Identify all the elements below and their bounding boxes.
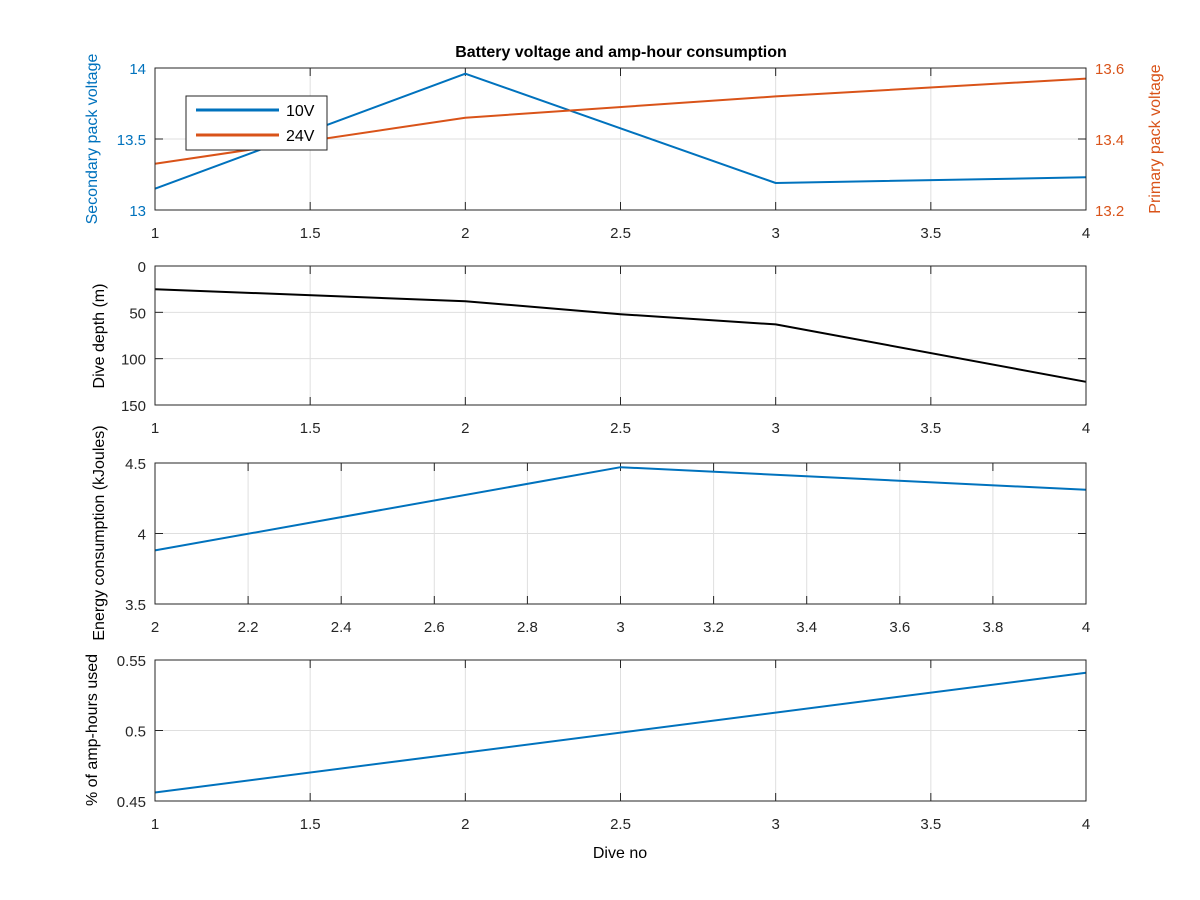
y-tick-label-left: 0.55 (117, 653, 146, 670)
y-tick-label-left: 50 (129, 305, 146, 322)
x-tick-label: 2.5 (610, 816, 631, 833)
legend-box (185, 95, 328, 151)
y-tick-label-left: 14 (129, 61, 146, 78)
x-tick-label: 2.5 (610, 420, 631, 437)
x-tick-label: 2 (461, 420, 469, 437)
x-tick-label: 3 (771, 225, 779, 242)
voltage-plot-frame (154, 67, 1087, 211)
secondary-voltage-axis-label: Secondary pack voltage (84, 54, 101, 225)
x-tick-label: 4 (1082, 225, 1090, 242)
depth-axis-label: Dive depth (m) (91, 284, 108, 389)
x-tick-label: 3 (771, 420, 779, 437)
amp-hours-series-line (154, 671, 1087, 794)
amp-hours-axis-label: % of amp-hours used (84, 654, 101, 806)
x-tick-label: 3 (771, 816, 779, 833)
depth-plot-frame (154, 265, 1087, 406)
x-tick-label: 2.6 (424, 619, 445, 636)
energy-series (154, 466, 1087, 552)
y-tick-label-left: 150 (121, 398, 146, 415)
y-tick-label-left: 4 (138, 527, 146, 544)
y-tick-label-left: 4.5 (125, 456, 146, 473)
y-tick-label-left: 13 (129, 203, 146, 220)
amp-hours-panel: 1 1.5 2 2.5 3 3.5 4 0.45 0.5 0.55 % of amp-hours … (84, 653, 1090, 862)
depth-panel: 1 1.5 2 2.5 3 3.5 4 0 50 100 150 Dive depth (m) (91, 259, 1090, 437)
y-tick-label-right: 13.4 (1095, 132, 1124, 149)
x-tick-label: 3.5 (920, 225, 941, 242)
x-tick-label: 2.2 (238, 619, 259, 636)
x-tick-label: 2 (461, 225, 469, 242)
x-tick-label: 1 (151, 225, 159, 242)
y-tick-label-left: 0.45 (117, 794, 146, 811)
x-tick-label: 2 (461, 816, 469, 833)
x-tick-label: 4 (1082, 619, 1090, 636)
depth-series (154, 288, 1087, 383)
x-tick-label: 1.5 (300, 225, 321, 242)
depth-ticks: 1 1.5 2 2.5 3 3.5 4 0 50 100 150 (121, 259, 1090, 437)
y-tick-label-left: 13.5 (117, 132, 146, 149)
x-tick-label: 2 (151, 619, 159, 636)
energy-ticks: 2 2.2 2.4 2.6 2.8 3 3.2 3.4 3.6 3.8 4 3.5 4 4.5 (125, 456, 1090, 636)
x-tick-label: 1 (151, 420, 159, 437)
y-tick-label-right: 13.6 (1095, 61, 1124, 78)
y-tick-label-left: 3.5 (125, 597, 146, 614)
y-tick-label-left: 0 (138, 259, 146, 276)
y-tick-label-left: 100 (121, 352, 146, 369)
legend-label-10v: 10V (286, 103, 315, 120)
x-tick-label: 3 (616, 619, 624, 636)
depth-series-line (154, 288, 1087, 383)
x-tick-label: 3.5 (920, 816, 941, 833)
x-tick-label: 3.8 (982, 619, 1003, 636)
chart-title: Battery voltage and amp-hour consumption (455, 44, 787, 61)
dive-number-axis-label: Dive no (593, 845, 647, 862)
voltage-legend: 10V 24V (185, 95, 328, 151)
y-tick-label-left: 0.5 (125, 724, 146, 741)
x-tick-label: 3.4 (796, 619, 817, 636)
amp-hours-plot-frame (154, 659, 1087, 802)
x-tick-label: 1 (151, 816, 159, 833)
x-tick-label: 3.6 (889, 619, 910, 636)
x-tick-label: 4 (1082, 420, 1090, 437)
amp-hours-series (154, 671, 1087, 794)
energy-plot-frame (154, 462, 1087, 605)
y-tick-label-right: 13.2 (1095, 203, 1124, 220)
energy-panel: 2 2.2 2.4 2.6 2.8 3 3.2 3.4 3.6 3.8 4 3.5 4 4.5 Energ… (91, 425, 1090, 640)
x-tick-label: 2.4 (331, 619, 352, 636)
x-tick-label: 1.5 (300, 816, 321, 833)
x-tick-label: 1.5 (300, 420, 321, 437)
energy-axis-label: Energy consumption (kJoules) (91, 425, 108, 640)
x-tick-label: 2.8 (517, 619, 538, 636)
primary-voltage-axis-label: Primary pack voltage (1147, 64, 1164, 213)
legend-label-24v: 24V (286, 128, 315, 145)
x-tick-label: 4 (1082, 816, 1090, 833)
amp-hours-ticks: 1 1.5 2 2.5 3 3.5 4 0.45 0.5 0.55 (117, 653, 1090, 833)
voltage-panel: Battery voltage and amp-hour consumption… (84, 44, 1164, 242)
x-tick-label: 3.5 (920, 420, 941, 437)
x-tick-label: 3.2 (703, 619, 724, 636)
x-tick-label: 2.5 (610, 225, 631, 242)
energy-series-line (154, 466, 1087, 552)
